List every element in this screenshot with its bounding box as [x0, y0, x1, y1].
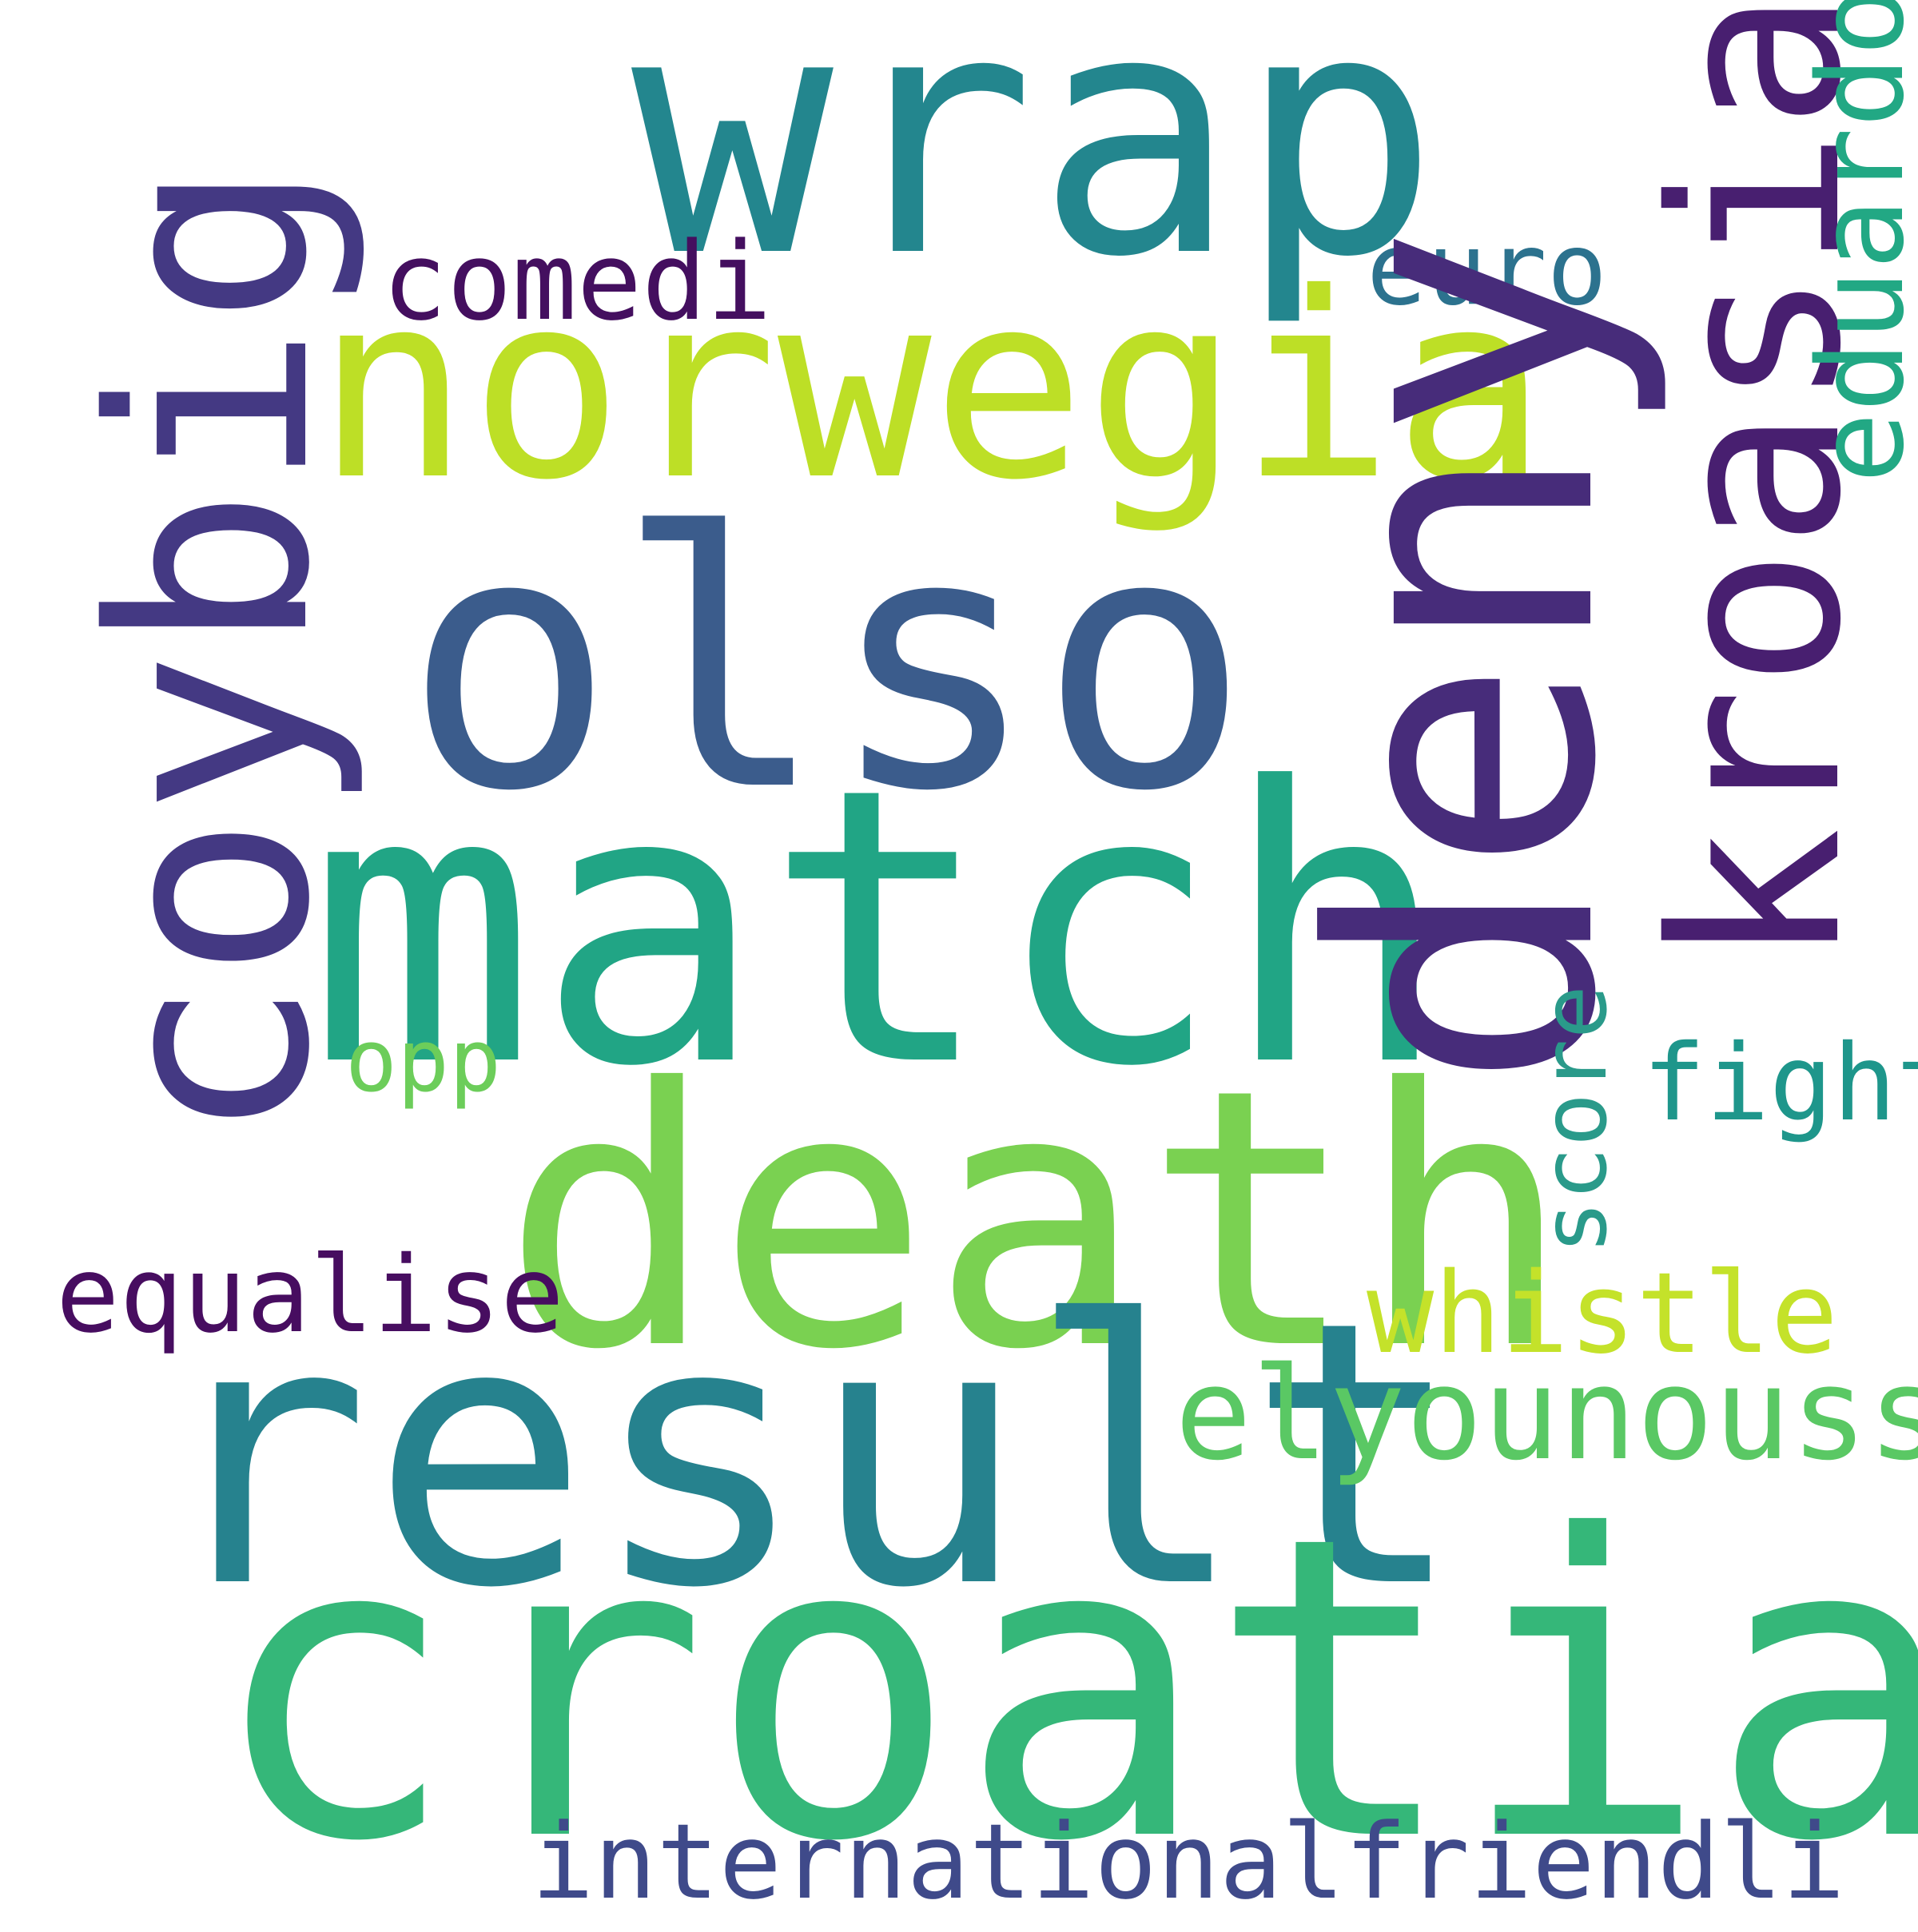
- word-score: score: [1523, 984, 1627, 1254]
- word-norwegia: norwegia: [316, 239, 1548, 536]
- word-coybig: coybig: [54, 161, 370, 1143]
- word-eduardo: eduardo: [1793, 0, 1918, 483]
- word-deny: deny: [1257, 225, 1676, 1091]
- word-whistle: whistle: [1367, 1249, 1839, 1379]
- word-internationalfriendli: internationalfriendli: [531, 1801, 1845, 1922]
- word-match: match: [308, 708, 1450, 1150]
- word-olso: olso: [404, 459, 1251, 868]
- word-opp: opp: [345, 1012, 502, 1111]
- word-euro: euro: [1367, 212, 1608, 328]
- word-fight: fight: [1642, 1022, 1918, 1145]
- word-comedi: comedi: [382, 219, 772, 344]
- word-croatia: croatia: [208, 1448, 1918, 1932]
- word-equalise: equalise: [56, 1234, 564, 1357]
- word-death: death: [502, 1013, 1573, 1427]
- word-wrap: wrap: [631, 0, 1440, 331]
- word-result: result: [152, 1245, 1466, 1668]
